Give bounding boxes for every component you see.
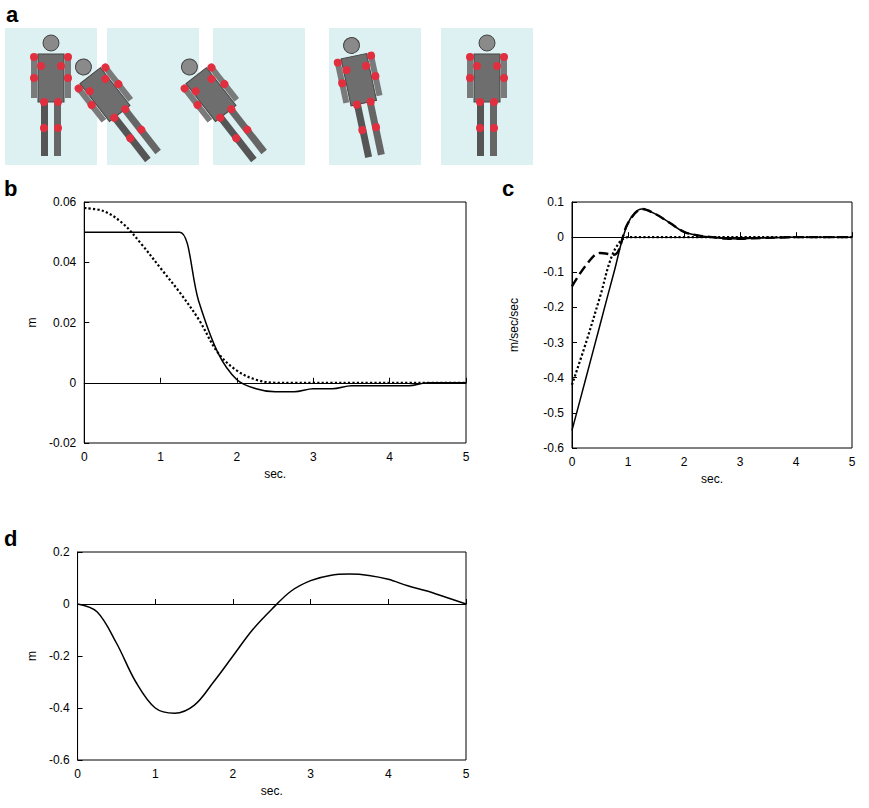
svg-text:2: 2: [234, 450, 241, 464]
svg-text:-0.6: -0.6: [543, 441, 564, 455]
svg-text:0.02: 0.02: [53, 316, 77, 330]
svg-text:0.06: 0.06: [53, 195, 77, 209]
svg-text:4: 4: [386, 450, 393, 464]
svg-text:4: 4: [385, 767, 392, 781]
svg-text:-0.2: -0.2: [49, 649, 70, 663]
html-text:c: c: [502, 176, 515, 201]
svg-text:3: 3: [737, 455, 744, 469]
svg-text:0.2: 0.2: [53, 545, 70, 559]
svg-text:5: 5: [463, 767, 470, 781]
svg-text:sec.: sec.: [264, 467, 286, 481]
svg-text:0: 0: [70, 376, 77, 390]
svg-text:-0.02: -0.02: [49, 436, 77, 450]
svg-text:-0.1: -0.1: [543, 265, 564, 279]
svg-text:1: 1: [625, 455, 632, 469]
svg-text:0.1: 0.1: [547, 195, 564, 209]
svg-text:0: 0: [557, 230, 564, 244]
html-text:b: b: [4, 176, 18, 201]
svg-text:2: 2: [681, 455, 688, 469]
svg-text:m: m: [25, 651, 39, 661]
html-text:d: d: [4, 526, 18, 551]
svg-text:4: 4: [793, 455, 800, 469]
svg-text:m: m: [25, 318, 39, 328]
svg-text:0.04: 0.04: [53, 255, 77, 269]
svg-text:-0.3: -0.3: [543, 336, 564, 350]
svg-text:2: 2: [230, 767, 237, 781]
svg-text:1: 1: [152, 767, 159, 781]
svg-text:sec.: sec.: [261, 784, 283, 798]
svg-text:0: 0: [569, 455, 576, 469]
svg-text:-0.2: -0.2: [543, 300, 564, 314]
svg-text:-0.5: -0.5: [543, 406, 564, 420]
svg-text:1: 1: [157, 450, 164, 464]
svg-text:-0.6: -0.6: [49, 753, 70, 767]
svg-text:0: 0: [81, 450, 88, 464]
svg-text:0: 0: [74, 767, 81, 781]
html-text:a: a: [6, 2, 19, 27]
svg-text:3: 3: [307, 767, 314, 781]
svg-text:3: 3: [310, 450, 317, 464]
svg-text:5: 5: [849, 455, 856, 469]
svg-text:-0.4: -0.4: [543, 371, 564, 385]
svg-text:m/sec/sec: m/sec/sec: [507, 298, 521, 352]
svg-text:5: 5: [463, 450, 470, 464]
svg-text:0: 0: [63, 597, 70, 611]
svg-text:sec.: sec.: [701, 472, 723, 486]
svg-text:-0.4: -0.4: [49, 701, 70, 715]
